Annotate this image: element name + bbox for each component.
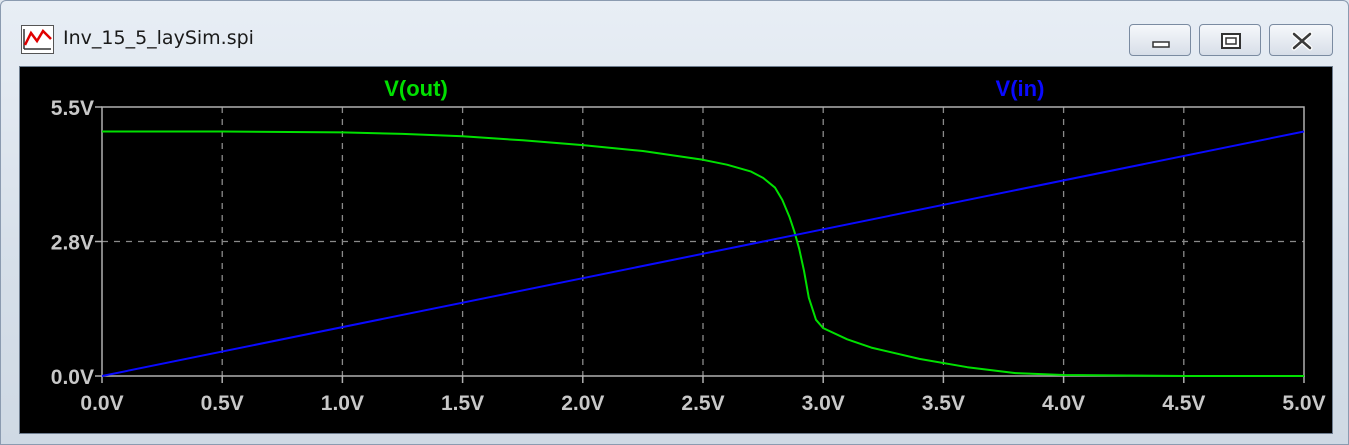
series-line-vin[interactable]: [101, 130, 1305, 377]
legend-label[interactable]: V(out): [384, 76, 448, 101]
x-tick-label: 3.0V: [802, 392, 845, 415]
minimize-button[interactable]: [1129, 24, 1191, 56]
waveform-plot[interactable]: 0.0V 0.5V 1.0V 1.5V 2.0V 2.5V 3.0V 3.5V 4.0V 4.5V…: [19, 66, 1333, 434]
x-tick-label: 4.5V: [1162, 392, 1205, 415]
series-line-vout[interactable]: [102, 130, 1304, 377]
x-tick-label: 3.5V: [922, 392, 965, 415]
maximize-button[interactable]: [1199, 24, 1261, 56]
close-button[interactable]: [1269, 24, 1333, 56]
title-bar[interactable]: Inv_15_5_laySim.spi: [1, 1, 1348, 65]
waveform-icon: [21, 25, 55, 55]
x-tick-label: 0.5V: [201, 392, 244, 415]
x-tick-label: 2.5V: [681, 392, 724, 415]
y-tick-label: 0.0V: [51, 366, 94, 389]
x-tick-label: 1.5V: [441, 392, 484, 415]
x-tick-label: 2.0V: [561, 392, 604, 415]
x-tick-label: 5.0V: [1282, 392, 1325, 415]
x-tick-label: 1.0V: [321, 392, 364, 415]
legend-label[interactable]: V(in): [996, 76, 1045, 101]
minimize-icon: [1152, 41, 1170, 48]
y-tick-label: 5.5V: [51, 97, 94, 120]
x-tick-label: 4.0V: [1042, 392, 1085, 415]
close-icon: [1291, 31, 1313, 51]
maximize-icon: [1221, 33, 1241, 49]
plot-canvas[interactable]: 0.0V 0.5V 1.0V 1.5V 2.0V 2.5V 3.0V 3.5V 4.0V 4.5V…: [20, 67, 1332, 433]
window-title: Inv_15_5_laySim.spi: [63, 27, 254, 49]
x-tick-label: 0.0V: [80, 392, 123, 415]
y-tick-label: 2.8V: [51, 232, 94, 255]
